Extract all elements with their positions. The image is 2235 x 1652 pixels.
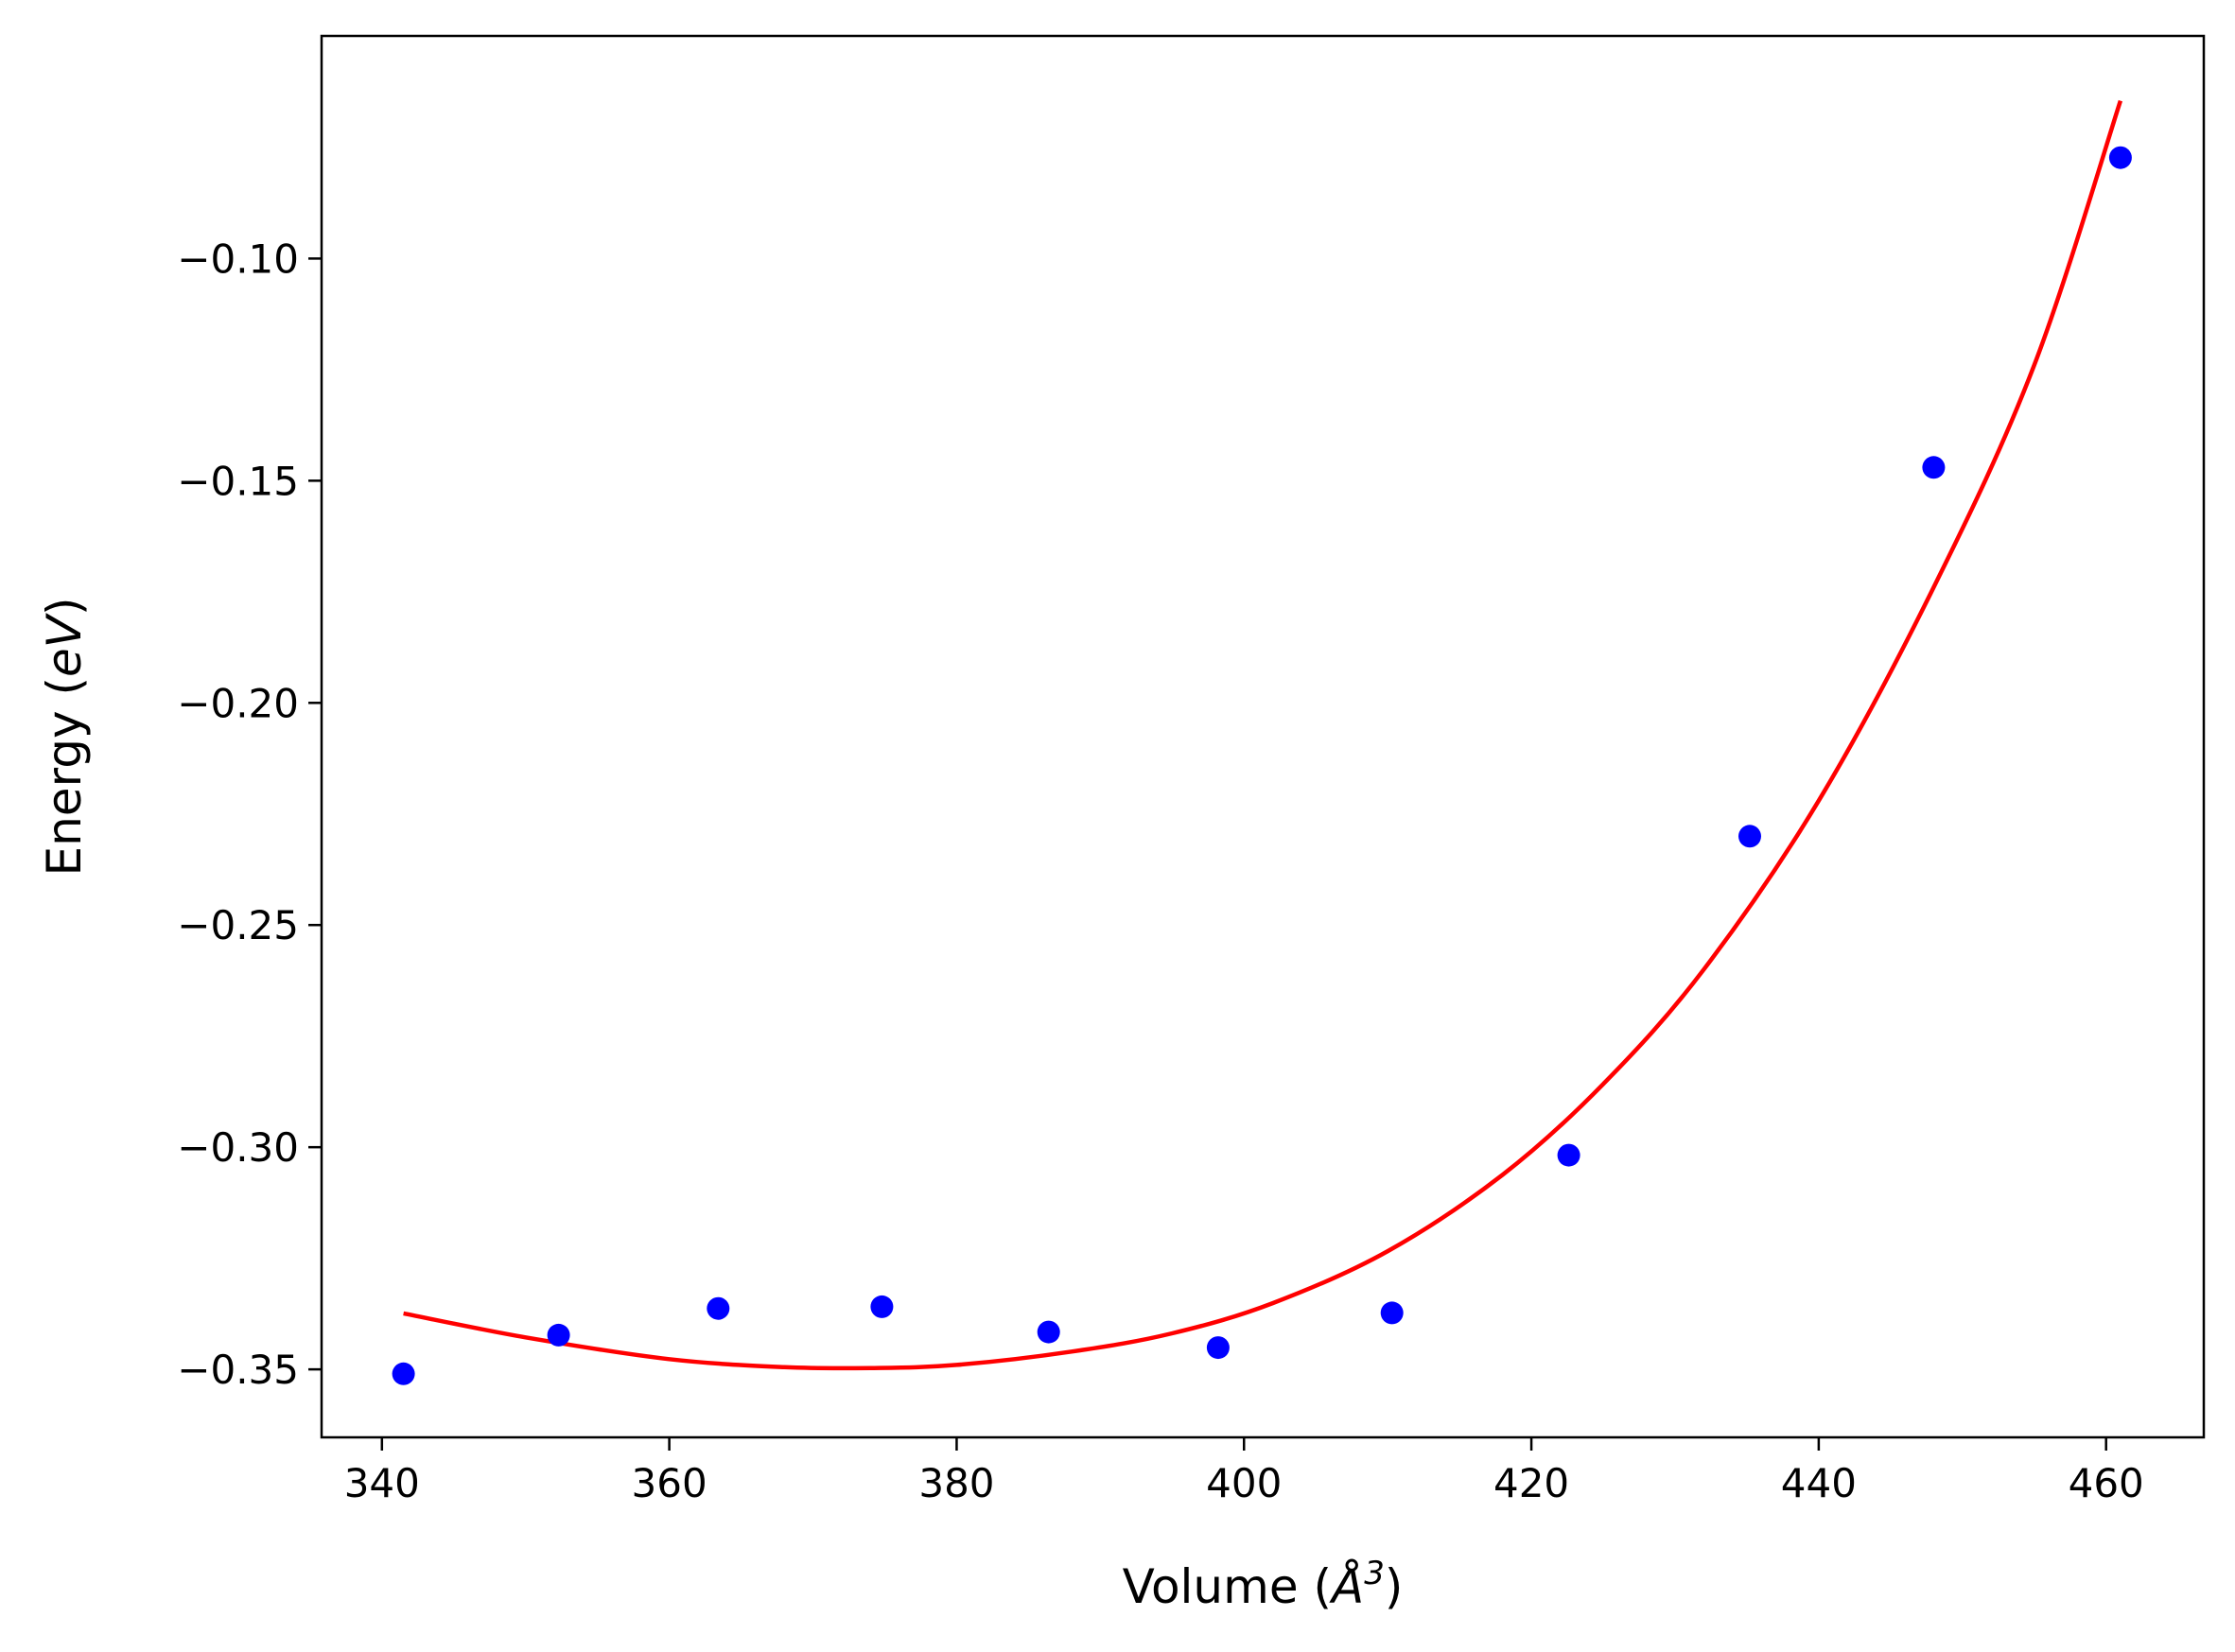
x-tick-label: 460 <box>2069 1460 2144 1506</box>
data-point <box>1738 825 1761 848</box>
data-point <box>1037 1320 1060 1344</box>
data-point <box>547 1323 570 1347</box>
x-tick-label: 360 <box>632 1460 707 1506</box>
y-tick-label: −0.10 <box>177 235 299 282</box>
y-axis-label: Energy (eV) <box>37 598 92 877</box>
data-point <box>707 1296 730 1320</box>
data-point <box>392 1362 415 1385</box>
x-tick-label: 380 <box>918 1460 994 1506</box>
data-point <box>870 1295 894 1318</box>
x-axis-ticks: 340 360 380 400 420 440 460 <box>344 1437 2144 1506</box>
x-tick-label: 340 <box>344 1460 420 1506</box>
y-tick-label: −0.30 <box>177 1124 299 1171</box>
plot-frame <box>320 34 2206 1439</box>
data-points-layer <box>392 146 2132 1385</box>
y-tick-label: −0.20 <box>177 680 299 726</box>
y-tick-label: −0.15 <box>177 458 299 504</box>
x-tick-label: 440 <box>1781 1460 1857 1506</box>
data-point <box>1380 1301 1404 1325</box>
fit-curve <box>403 99 2123 1371</box>
data-point <box>1557 1143 1580 1167</box>
y-tick-label: −0.25 <box>177 902 299 948</box>
y-axis-ticks: −0.10 −0.15 −0.20 −0.25 −0.30 −0.35 <box>177 235 322 1393</box>
x-axis-label: Volume (Å3) <box>1123 1555 1404 1614</box>
fit-curve-layer <box>403 99 2123 1371</box>
data-point <box>2108 146 2132 169</box>
x-tick-label: 400 <box>1206 1460 1282 1506</box>
y-tick-label: −0.35 <box>177 1347 299 1393</box>
data-point <box>1922 456 1946 479</box>
data-point <box>1206 1336 1230 1360</box>
x-tick-label: 420 <box>1493 1460 1569 1506</box>
